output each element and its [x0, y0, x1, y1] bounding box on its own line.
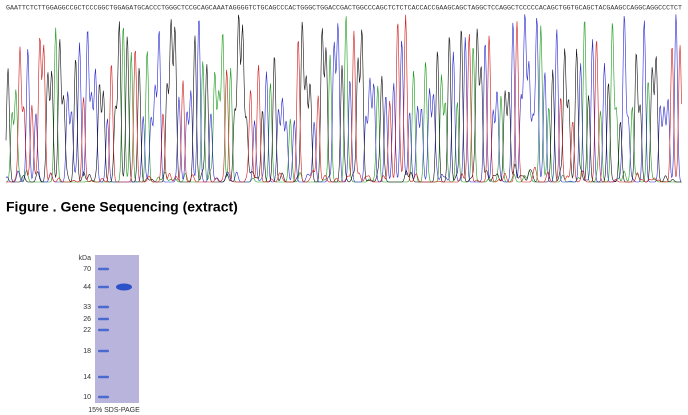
- ladder-band: [98, 349, 109, 353]
- marker-label: 70: [83, 266, 91, 273]
- marker-label: 44: [83, 284, 91, 291]
- ladder-band: [98, 375, 109, 379]
- ladder-band: [98, 328, 109, 332]
- ladder-band: [98, 395, 109, 399]
- ladder-band: [98, 267, 109, 271]
- marker-label: 18: [83, 348, 91, 355]
- marker-label: 14: [83, 374, 91, 381]
- marker-label: 10: [83, 394, 91, 401]
- marker-label: 22: [83, 327, 91, 334]
- marker-label: 33: [83, 304, 91, 311]
- trace: [5, 14, 682, 183]
- marker-label: 26: [83, 316, 91, 323]
- unit-label: kDa: [79, 255, 92, 262]
- figure-caption: Figure . Gene Sequencing (extract): [6, 199, 238, 215]
- ladder-band: [98, 317, 109, 321]
- trace: [5, 16, 682, 183]
- ladder-band: [98, 305, 109, 309]
- protein-band: [116, 283, 132, 291]
- ladder: 70 44 33 26 22 18 14 10: [83, 266, 109, 401]
- sequence-read: GAATTCTCTTGGAGGCCGCTCCCGGCTGGAGATGCACCCT…: [6, 5, 682, 12]
- chromatogram: [5, 14, 682, 183]
- ladder-band: [98, 285, 109, 289]
- trace: [6, 14, 682, 183]
- trace: [5, 14, 682, 183]
- gel-caption: 15% SDS-PAGE: [88, 407, 140, 414]
